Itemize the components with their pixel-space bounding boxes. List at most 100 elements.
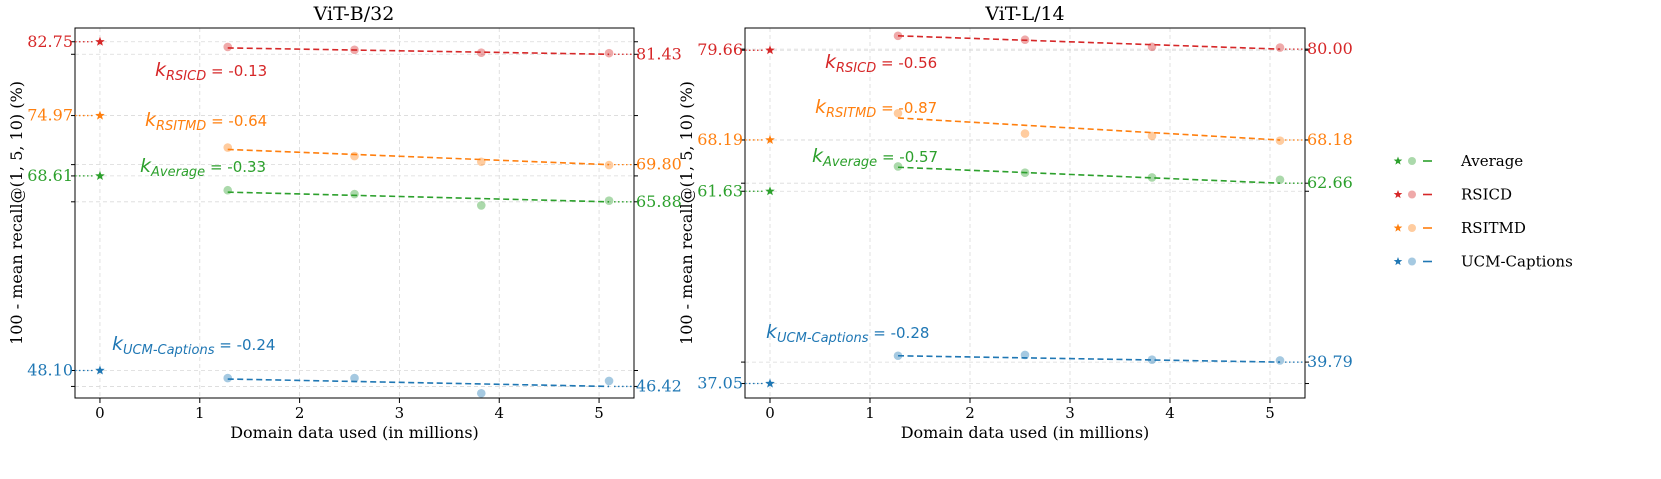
p1-xtick-label: 1	[195, 404, 205, 422]
p1-rsicd-fit-line	[227, 47, 610, 56]
legend-ucm-captions-dot	[1408, 257, 1416, 266]
p1-xtick-label: 4	[494, 404, 504, 422]
legend-average-star	[1393, 156, 1403, 165]
p1-ucm-captions-slope-k: k	[112, 333, 124, 355]
p2-rsitmd-slope-subscript: RSITMD	[826, 106, 876, 121]
p2-rsitmd-slope-k: k	[815, 96, 827, 118]
p1-average-slope-subscript: Average	[150, 165, 205, 180]
p2-rsitmd-data-point	[1275, 136, 1285, 145]
p1-xlabel: Domain data used (in millions)	[230, 423, 479, 442]
p2-rsitmd-end-label: 68.18	[1307, 130, 1353, 149]
p1-ucm-captions-data-point	[350, 373, 359, 383]
p1-rsitmd-baseline-label: 74.97	[27, 106, 73, 125]
p2-title: ViT-L/14	[984, 3, 1064, 25]
p2-ucm-captions-data-point	[1275, 356, 1285, 365]
legend-rsitmd-label: RSITMD	[1461, 219, 1526, 237]
legend-rsitmd-star	[1393, 223, 1403, 232]
p2-xtick-label: 0	[765, 404, 775, 422]
p2-ucm-captions-data-point	[893, 351, 903, 361]
p1-rsicd-baseline-star	[95, 36, 105, 46]
p1-average-slope-annotation: kAverage = -0.33	[140, 155, 266, 180]
p2-rsicd-baseline-star	[765, 45, 775, 55]
p1-ucm-captions-slope-annotation: kUCM-Captions = -0.24	[112, 333, 275, 358]
p1-rsicd-data-point	[350, 45, 359, 55]
p1-average-end-label: 65.88	[636, 192, 682, 211]
p1-average-baseline-label: 68.61	[27, 166, 73, 185]
p1-rsicd-slope-subscript: RSICD	[166, 69, 206, 84]
p2-average-baseline-label: 61.63	[697, 181, 743, 200]
p1-xtick-label: 2	[295, 404, 305, 422]
p2-ucm-captions-end-label: 39.79	[1307, 352, 1353, 371]
p1-rsitmd-slope-k: k	[145, 109, 157, 131]
p1-average-baseline-star	[95, 170, 105, 180]
p2-average-baseline-star	[765, 186, 775, 196]
p1-average-slope-value: = -0.33	[205, 158, 266, 176]
p1-ucm-captions-slope-subscript: UCM-Captions	[123, 343, 215, 358]
p2-average-data-point	[1147, 173, 1157, 182]
p1-rsitmd-slope-annotation: kRSITMD = -0.64	[145, 109, 267, 134]
p1-average-data-point	[476, 201, 486, 210]
p1-rsicd-baseline-label: 82.75	[27, 32, 73, 51]
p2-xtick-label: 4	[1165, 404, 1175, 422]
p2-ucm-captions-baseline-star	[765, 378, 775, 388]
p1-average-fit-line	[227, 191, 610, 203]
p1-ucm-captions-end-label: 46.42	[636, 376, 682, 395]
p1-ucm-captions-fit-line	[227, 378, 610, 388]
p1-ucm-captions-baseline-label: 48.10	[27, 360, 73, 379]
p2-average-data-point	[1275, 175, 1285, 185]
p1-rsitmd-baseline-star	[95, 110, 105, 120]
p1-rsitmd-data-point	[350, 151, 359, 161]
p2-xtick-label: 3	[1065, 404, 1075, 422]
p2-rsicd-end-label: 80.00	[1307, 39, 1353, 58]
p1-xtick-label: 5	[594, 404, 604, 422]
p2-rsitmd-fit-line	[897, 117, 1281, 141]
p2-rsicd-slope-subscript: RSICD	[836, 61, 876, 76]
p1-rsitmd-end-label: 69.80	[636, 155, 682, 174]
p2-panel: 0 1 2 3 4 5 ViT-L/14 Domain data used (in milli…	[677, 3, 1353, 442]
p2-ucm-captions-slope-k: k	[766, 321, 778, 343]
p1-rsicd-slope-value: = -0.13	[206, 62, 267, 80]
p1-rsitmd-data-point	[604, 160, 614, 170]
p1-rsicd-data-point	[476, 48, 486, 57]
p2-average-fit-line	[897, 166, 1281, 184]
p2-xtick-label: 1	[865, 404, 875, 422]
p1-rsitmd-data-point	[476, 157, 486, 167]
p1-xtick-label: 3	[395, 404, 405, 422]
p1-rsicd-end-label: 81.43	[636, 44, 682, 63]
p2-ucm-captions-data-point	[1020, 350, 1030, 360]
p1-rsicd-slope-k: k	[155, 59, 167, 81]
p1-ylabel: 100 - mean recall@(1, 5, 10) (%)	[7, 81, 26, 345]
p1-rsicd-data-point	[604, 48, 614, 58]
p1-title: ViT-B/32	[313, 3, 395, 25]
p2-average-data-point	[1020, 168, 1030, 178]
p2-ucm-captions-data-point	[1147, 355, 1157, 364]
p2-ucm-captions-slope-value: = -0.28	[869, 324, 930, 342]
legend-rsicd-dot	[1408, 190, 1416, 199]
p1-ucm-captions-data-point	[476, 388, 486, 398]
p2-rsitmd-data-point	[1020, 129, 1030, 138]
p1-average-data-point	[350, 189, 359, 199]
p1-average-data-point	[604, 196, 614, 205]
p1-average-slope-k: k	[140, 155, 152, 177]
p1-ucm-captions-baseline-star	[95, 365, 105, 375]
p2-rsicd-fit-line	[897, 35, 1281, 50]
p1-panel: 0 1 2 3 4 5 ViT-B/32 Domain data used (in milli…	[7, 3, 682, 442]
p1-rsitmd-slope-subscript: RSITMD	[156, 119, 206, 134]
legend-ucm-captions-star	[1393, 257, 1403, 266]
p2-rsitmd-data-point	[893, 108, 903, 118]
p2-xtick-label: 2	[965, 404, 975, 422]
p2-rsitmd-slope-annotation: kRSITMD = -0.87	[815, 96, 937, 121]
p2-rsitmd-baseline-star	[765, 134, 775, 144]
p2-average-data-point	[893, 162, 903, 171]
legend-rsicd-label: RSICD	[1461, 186, 1512, 204]
p2-average-slope-k: k	[812, 145, 824, 167]
legend-rsitmd-dot	[1408, 224, 1416, 232]
p1-rsicd-slope-annotation: kRSICD = -0.13	[155, 59, 267, 84]
p1-ucm-captions-data-point	[604, 376, 614, 386]
legend-ucm-captions-label: UCM-Captions	[1461, 253, 1573, 271]
p1-average-data-point	[223, 185, 233, 195]
legend-average-dot	[1408, 157, 1416, 165]
p1-axes-frame	[74, 27, 635, 399]
p2-ucm-captions-slope-annotation: kUCM-Captions = -0.28	[766, 321, 929, 346]
